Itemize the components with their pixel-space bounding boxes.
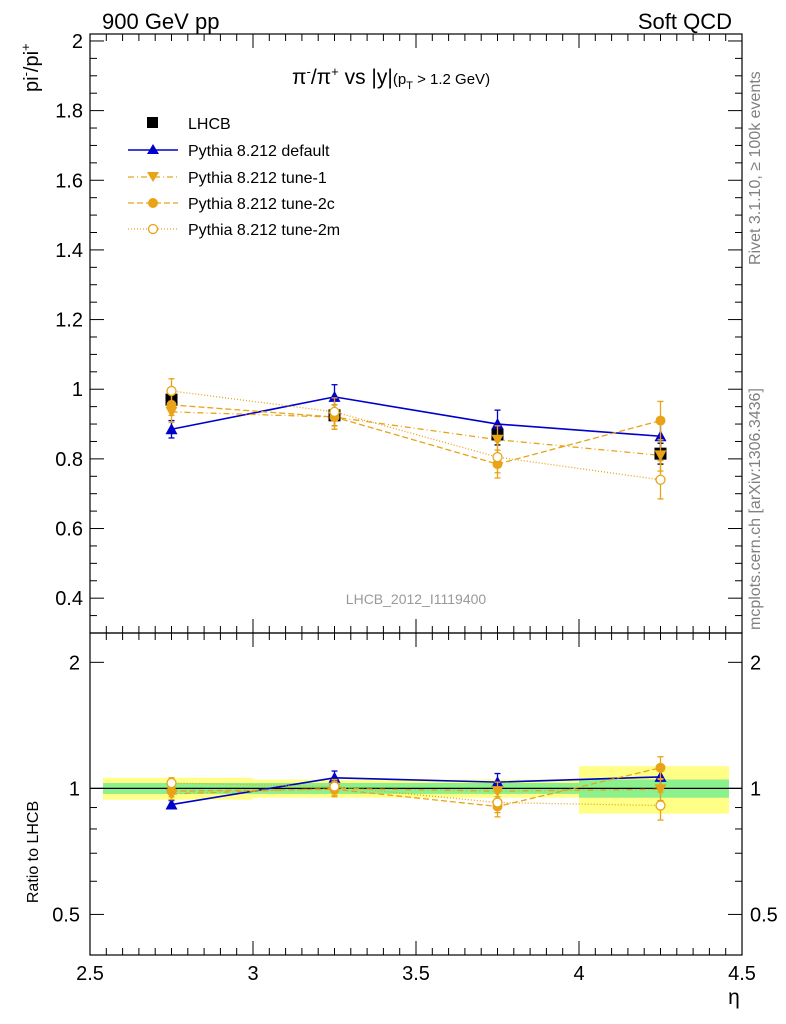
x-tick-label-1: 3 xyxy=(247,963,258,985)
main-point-tune2m-1 xyxy=(329,406,340,418)
ratio-point-default-0 xyxy=(165,798,178,810)
legend-label-default: Pythia 8.212 default xyxy=(188,143,330,160)
legend-label-lhcb: LHCB xyxy=(188,116,231,133)
main-y-tick-label-1: 0.6 xyxy=(55,519,83,541)
main-line-default xyxy=(171,396,661,438)
legend-marker-tune2c xyxy=(148,198,158,208)
ratio-point-tune1-2 xyxy=(491,786,504,798)
x-tick-label-2: 3.5 xyxy=(402,963,430,985)
ratio-line-tune2c xyxy=(171,767,661,808)
legend: LHCB Pythia 8.212 default Pythia 8.212 t… xyxy=(128,116,340,239)
ratio-line-tune1 xyxy=(171,787,661,795)
ratio-point-tune2m-2 xyxy=(492,797,503,808)
main-y-tick-label-7: 1.8 xyxy=(55,101,83,123)
main-point-tune1-2 xyxy=(491,434,504,446)
legend-marker-tune1 xyxy=(147,172,159,182)
legend-label-tune1: Pythia 8.212 tune-1 xyxy=(188,170,327,187)
ratio-y-tick-label-left-2: 2 xyxy=(69,652,80,674)
chart-title: π-/π+ vs |y|(pT > 1.2 GeV) xyxy=(292,64,490,92)
main-point-default-1 xyxy=(328,390,341,402)
main-point-tune2m-3 xyxy=(655,474,666,485)
main-y-tick-label-5: 1.4 xyxy=(55,240,83,262)
legend-marker-default xyxy=(147,144,159,154)
ratio-y-tick-label-right-2: 2 xyxy=(750,652,761,674)
rivet-version-label: Rivet 3.1.10, ≥ 100k events xyxy=(747,71,764,265)
legend-label-tune2m: Pythia 8.212 tune-2m xyxy=(188,222,340,239)
ratio-point-tune1-3 xyxy=(654,784,667,796)
main-y-tick-label-2: 0.8 xyxy=(55,449,83,471)
mcplots-source-label: mcplots.cern.ch [arXiv:1306.3436] xyxy=(747,388,764,630)
x-tick-label-0: 2.5 xyxy=(76,963,104,985)
analysis-watermark: LHCB_2012_I1119400 xyxy=(346,591,487,607)
main-y-tick-label-4: 1.2 xyxy=(55,310,83,332)
main-point-default-0 xyxy=(165,423,178,435)
ratio-y-tick-label-left-1: 1 xyxy=(69,778,80,800)
legend-marker-lhcb xyxy=(147,117,158,128)
main-y-tick-label-3: 1 xyxy=(72,379,83,401)
ratio-y-tick-label-right-0: 0.5 xyxy=(750,904,778,926)
main-y-tick-label-0: 0.4 xyxy=(55,588,83,610)
ratio-point-tune2m-1 xyxy=(329,781,340,792)
ratio-point-tune2m-3 xyxy=(655,800,666,811)
main-point-tune2m-2 xyxy=(492,451,503,463)
ratio-ylabel: Ratio to LHCB xyxy=(25,801,42,903)
ratio-point-tune2c-3 xyxy=(655,762,666,773)
main-y-tick-label-6: 1.6 xyxy=(55,170,83,192)
x-tick-label-4: 4.5 xyxy=(728,963,756,985)
main-point-tune1-3 xyxy=(654,450,667,462)
ratio-point-tune2m-0 xyxy=(166,777,177,789)
ratio-y-tick-label-right-1: 1 xyxy=(750,778,761,800)
ratio-line-tune2m xyxy=(171,782,661,807)
legend-marker-tune2m xyxy=(147,223,159,235)
main-point-tune2c-3 xyxy=(655,415,666,426)
legend-label-tune2c: Pythia 8.212 tune-2c xyxy=(188,196,335,213)
header-category-label: Soft QCD xyxy=(638,9,732,34)
main-point-tune2m-0 xyxy=(166,385,177,397)
x-tick-label-3: 4 xyxy=(573,963,584,985)
x-axis-title: η xyxy=(728,986,740,1009)
header-energy-label: 900 GeV pp xyxy=(102,9,219,34)
main-y-tick-label-8: 2 xyxy=(72,31,83,53)
main-ylabel: pi-/pi+ xyxy=(18,43,43,92)
main-line-tune1 xyxy=(171,411,661,457)
main-line-tune2c xyxy=(171,404,661,465)
main-line-tune2m xyxy=(171,390,661,481)
main-point-tune2c-0 xyxy=(166,399,177,410)
ratio-y-tick-label-left-0: 0.5 xyxy=(52,904,80,926)
